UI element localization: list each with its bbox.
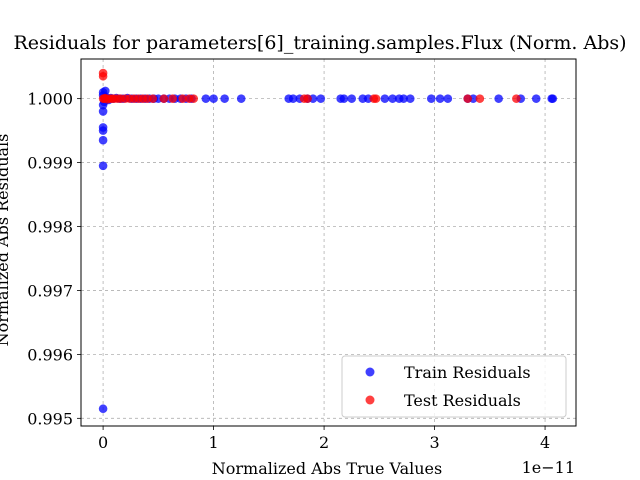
train-residual-point — [426, 94, 436, 103]
legend-box — [341, 355, 567, 418]
train-residual-point — [98, 161, 108, 171]
test-residual-point — [475, 94, 485, 103]
train-residual-point — [101, 86, 110, 96]
data-points — [98, 68, 558, 414]
train-residual-point — [201, 94, 211, 103]
test-residual-point — [303, 94, 312, 103]
x-tick-label: 4 — [540, 433, 550, 452]
train-residual-point — [347, 94, 357, 103]
test-residual-point — [148, 94, 158, 103]
train-residual-point — [98, 135, 108, 145]
plot-frame — [80, 58, 577, 427]
train-residual-point — [288, 94, 298, 103]
legend-marker-train — [365, 367, 375, 377]
y-tick-label: 0.998 — [27, 218, 73, 237]
train-residual-point — [209, 94, 218, 103]
train-residual-point — [443, 94, 453, 103]
test-residual-point — [168, 94, 178, 103]
x-tick-label: 2 — [319, 433, 329, 452]
test-residual-point — [159, 94, 169, 103]
train-residual-point — [316, 94, 326, 103]
train-residual-point — [236, 94, 246, 103]
x-axis-label: Normalized Abs True Values — [212, 459, 442, 478]
axis-ticks: 0 1 2 3 4 0.995 0.996 0.997 0.998 0.999 1.000 — [27, 90, 550, 452]
y-tick-label: 0.999 — [27, 154, 73, 173]
x-tick-label: 0 — [98, 433, 108, 452]
y-tick-label: 0.997 — [27, 281, 73, 300]
train-residual-point — [435, 94, 445, 103]
legend-label-train: Train Residuals — [404, 363, 531, 382]
test-residual-point — [512, 94, 521, 103]
train-residual-point — [380, 94, 390, 103]
x-offset-label: 1e−11 — [522, 458, 575, 477]
x-tick-label: 3 — [429, 433, 439, 452]
y-tick-label: 0.995 — [27, 409, 73, 428]
train-residual-point — [339, 94, 349, 103]
train-residual-point — [399, 94, 408, 103]
test-residual-point — [98, 68, 108, 78]
train-residual-point — [98, 123, 108, 132]
grid — [81, 59, 576, 426]
x-tick-label: 1 — [208, 433, 218, 452]
test-residual-point — [178, 94, 187, 103]
train-residual-point — [405, 94, 415, 103]
legend-marker-test — [365, 395, 375, 405]
y-tick-label: 1.000 — [27, 90, 73, 109]
y-axis-label: Normalized Abs Residuals — [0, 134, 12, 347]
test-residual-point — [463, 94, 473, 103]
chart-title: Residuals for parameters[6]_training.sam… — [13, 32, 626, 54]
test-residual-point — [371, 94, 381, 103]
train-residual-point — [531, 94, 541, 103]
train-residual-point — [220, 94, 229, 103]
test-residual-point — [189, 94, 199, 103]
train-residual-point — [388, 94, 397, 103]
train-residual-point — [494, 94, 503, 103]
y-tick-label: 0.996 — [27, 345, 73, 364]
train-residual-point — [548, 94, 558, 103]
train-residual-point — [98, 107, 108, 116]
legend: Train Residuals Test Residuals — [341, 355, 567, 418]
train-residual-point — [98, 404, 108, 414]
legend-label-test: Test Residuals — [404, 391, 521, 410]
